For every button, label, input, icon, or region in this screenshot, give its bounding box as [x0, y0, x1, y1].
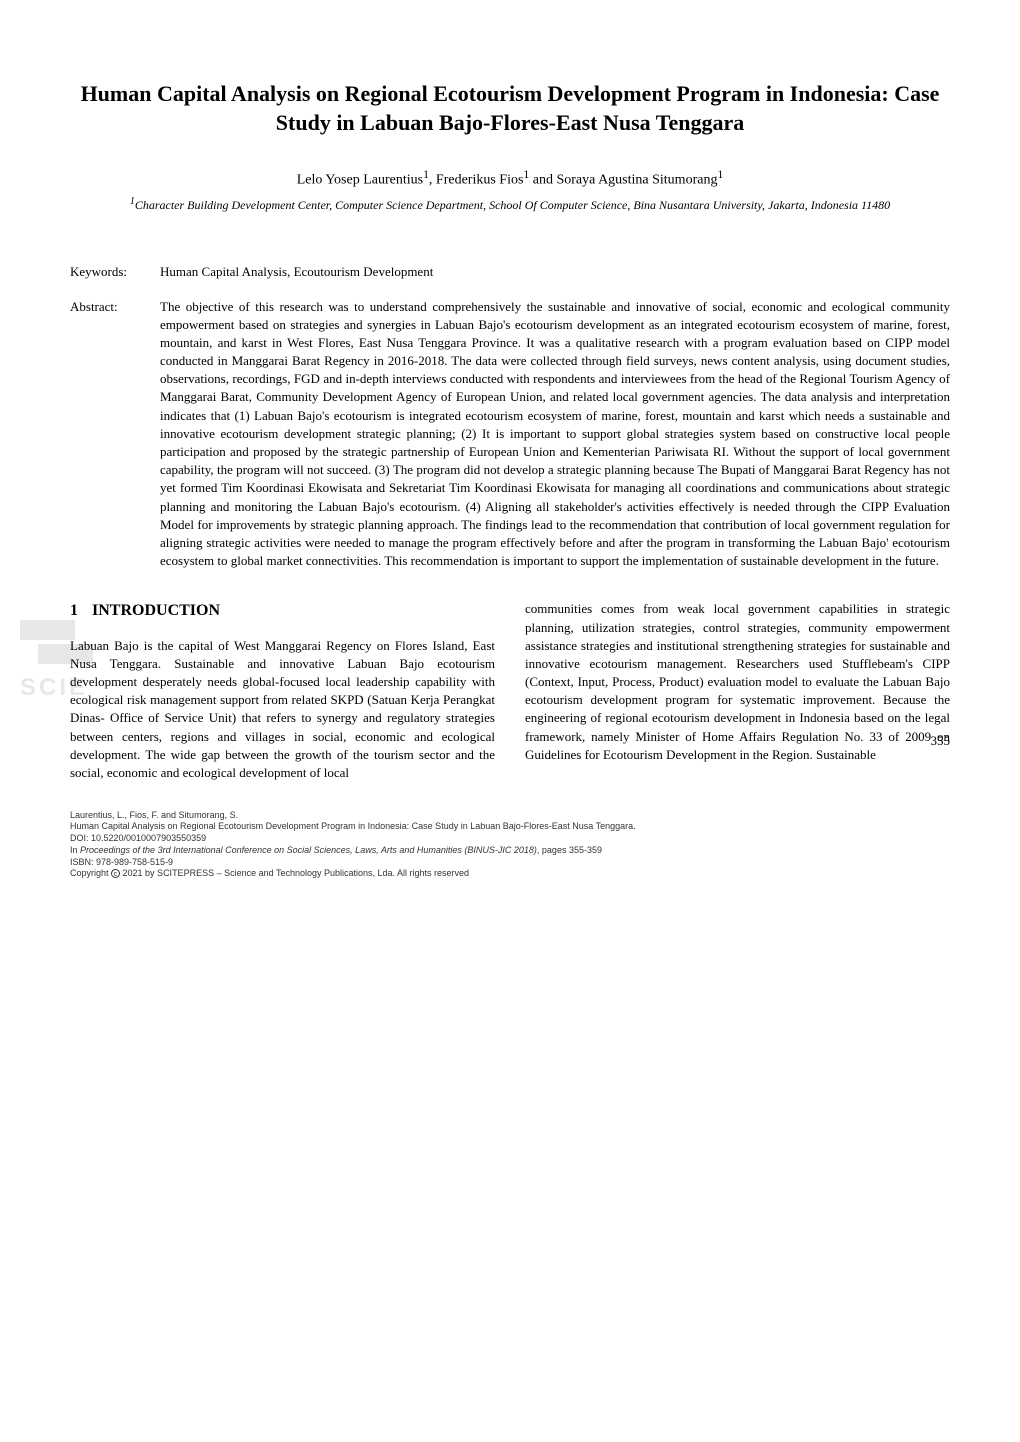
left-column: 1 INTRODUCTION Labuan Bajo is the capital… [70, 600, 495, 782]
authors: Lelo Yosep Laurentius1, Frederikus Fios1… [70, 167, 950, 191]
right-column: communities comes from weak local govern… [525, 600, 950, 782]
affiliation: 1Character Building Development Center, … [70, 195, 950, 214]
metadata-block: Keywords: Human Capital Analysis, Ecouto… [70, 263, 950, 570]
keywords-label: Keywords: [70, 263, 160, 281]
footer-copyright: Copyright c 2021 by SCITEPRESS – Science… [70, 868, 950, 880]
footer-authors: Laurentius, L., Fios, F. and Situmorang,… [70, 810, 950, 822]
footer: Laurentius, L., Fios, F. and Situmorang,… [70, 810, 950, 880]
abstract-label: Abstract: [70, 298, 160, 571]
section-heading: 1 INTRODUCTION [70, 600, 495, 622]
footer-doi: DOI: 10.5220/0010007903550359 [70, 833, 950, 845]
body-text-left: Labuan Bajo is the capital of West Mangg… [70, 637, 495, 783]
keywords-content: Human Capital Analysis, Ecoutourism Deve… [160, 263, 950, 281]
paper-title: Human Capital Analysis on Regional Ecoto… [70, 80, 950, 137]
body-columns: 1 INTRODUCTION Labuan Bajo is the capital… [70, 600, 950, 782]
section-title: INTRODUCTION [92, 602, 220, 619]
body-text-right: communities comes from weak local govern… [525, 600, 950, 764]
footer-isbn: ISBN: 978-989-758-515-9 [70, 857, 950, 869]
footer-title: Human Capital Analysis on Regional Ecoto… [70, 821, 950, 833]
section-number: 1 [70, 600, 78, 622]
footer-proceedings: In Proceedings of the 3rd International … [70, 845, 950, 857]
abstract-content: The objective of this research was to un… [160, 298, 950, 571]
